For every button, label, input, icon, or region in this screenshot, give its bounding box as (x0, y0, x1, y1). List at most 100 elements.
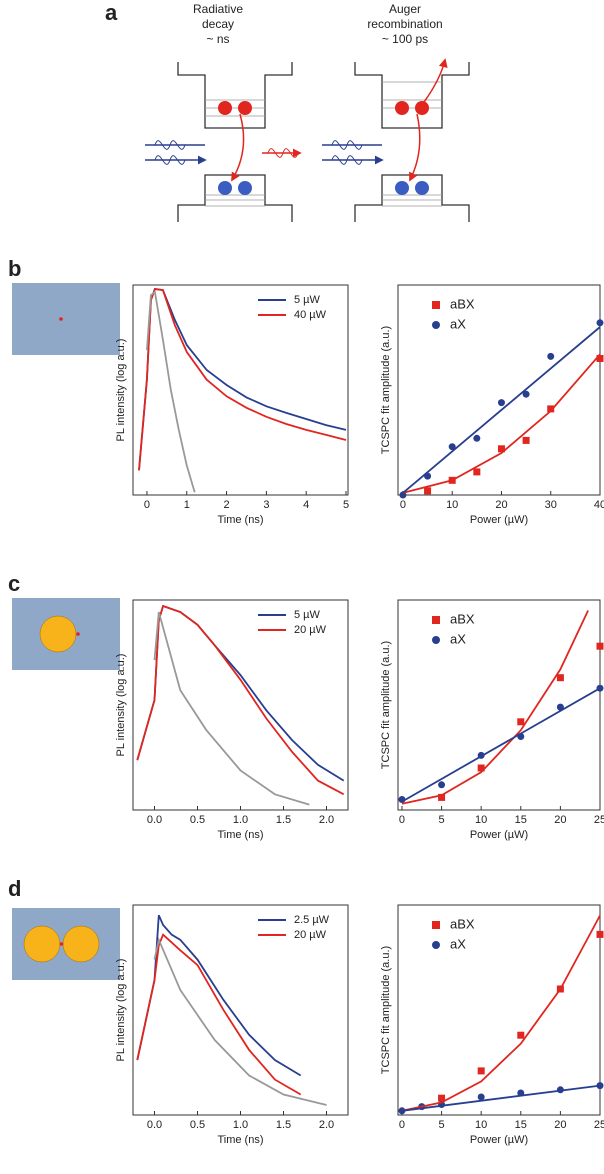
diagram-text: ~ 100 ps (382, 32, 428, 46)
legend-swatch (432, 616, 440, 624)
legend-swatch (432, 636, 440, 644)
marker (477, 764, 485, 772)
diagram: Radiative decay ~ ns Auger recombination… (145, 2, 470, 222)
series-line (136, 604, 345, 796)
plot-frame (397, 284, 601, 496)
x-tick-label: 5 (439, 1119, 445, 1131)
y-axis-label: PL intensity (log a.u.) (115, 654, 127, 757)
x-tick-label: 10 (475, 814, 487, 826)
marker (596, 319, 604, 327)
x-tick-label: 0 (399, 1119, 405, 1131)
marker (398, 1107, 406, 1115)
x-tick-label: 4 (303, 499, 309, 511)
legend-swatch (432, 321, 440, 329)
x-tick-label: 3 (263, 499, 269, 511)
x-tick-label: 10 (446, 499, 458, 511)
x-tick-label: 0.5 (190, 1119, 205, 1131)
series-line (136, 914, 302, 1077)
legend-label: aBX (450, 296, 475, 311)
x-tick-label: 1.0 (233, 814, 248, 826)
x-tick-label: 2 (224, 499, 230, 511)
x-tick-label: 2.0 (319, 814, 334, 826)
diagram-text: decay (202, 17, 234, 31)
legend-label: 5 µW (294, 294, 321, 306)
x-tick-label: 20 (554, 814, 566, 826)
legend-label: 40 µW (294, 309, 327, 321)
marker (473, 434, 481, 442)
legend-label: aBX (450, 611, 475, 626)
legend-label: 20 µW (294, 624, 327, 636)
marker (473, 468, 481, 476)
legend-label: 20 µW (294, 929, 327, 941)
panel-label: d (8, 876, 21, 901)
series-line (153, 936, 327, 1106)
marker (596, 930, 604, 938)
x-axis-label: Power (µW) (470, 829, 528, 841)
marker (497, 399, 505, 407)
legend-swatch (432, 941, 440, 949)
inset (12, 283, 120, 980)
legend-swatch (432, 301, 440, 309)
marker (424, 487, 432, 495)
x-axis-label: Time (ns) (217, 829, 263, 841)
y-axis-label: TCSPC fit amplitude (a.u.) (380, 641, 392, 769)
marker (596, 642, 604, 650)
x-tick-label: 20 (495, 499, 507, 511)
x-tick-label: 1 (184, 499, 190, 511)
plot-frame (397, 904, 601, 1116)
panel-label: a (105, 0, 118, 25)
marker (556, 674, 564, 682)
diagram-text: Radiative (193, 2, 243, 16)
marker (438, 793, 446, 801)
series-line (138, 288, 347, 471)
marker (517, 718, 525, 726)
x-tick-label: 1.0 (233, 1119, 248, 1131)
x-axis-label: Power (µW) (470, 514, 528, 526)
series-line (401, 915, 601, 1112)
panel-label: b (8, 256, 21, 281)
x-tick-label: 30 (545, 499, 557, 511)
series-line (146, 290, 196, 493)
x-tick-label: 0 (400, 499, 406, 511)
marker (477, 1093, 485, 1101)
marker (596, 355, 604, 362)
series-line (136, 933, 302, 1096)
marker (497, 445, 505, 453)
x-axis-label: Time (ns) (217, 514, 263, 526)
marker (547, 405, 555, 413)
series-line (401, 687, 601, 803)
diagram-text: ~ ns (206, 32, 229, 46)
plot-frame (397, 599, 601, 811)
series-line (401, 1084, 601, 1112)
legend-swatch (432, 921, 440, 929)
x-tick-label: 0.0 (147, 1119, 162, 1131)
legend-label: aX (450, 316, 466, 331)
series-line (402, 326, 601, 494)
x-tick-label: 20 (554, 1119, 566, 1131)
series-line (402, 353, 601, 494)
x-axis-label: Power (µW) (470, 1134, 528, 1146)
marker (547, 352, 555, 360)
marker (448, 443, 456, 451)
legend-label: aBX (450, 916, 475, 931)
x-tick-label: 25 (594, 1119, 604, 1131)
x-tick-label: 15 (515, 814, 527, 826)
x-tick-label: 10 (475, 1119, 487, 1131)
marker (438, 781, 446, 789)
y-axis-label: PL intensity (log a.u.) (115, 959, 127, 1062)
x-axis-label: Time (ns) (217, 1134, 263, 1146)
legend-label: aX (450, 936, 466, 951)
y-axis-label: TCSPC fit amplitude (a.u.) (380, 946, 392, 1074)
series-line (401, 610, 589, 805)
panel-label: c (8, 571, 20, 596)
marker (522, 436, 530, 444)
plot-frame (132, 284, 349, 496)
marker (522, 390, 530, 398)
x-tick-label: 5 (343, 499, 349, 511)
x-tick-label: 1.5 (276, 814, 291, 826)
x-tick-label: 25 (594, 814, 604, 826)
diagram-text: recombination (367, 17, 442, 31)
x-tick-label: 5 (439, 814, 445, 826)
x-tick-label: 40 (594, 499, 604, 511)
